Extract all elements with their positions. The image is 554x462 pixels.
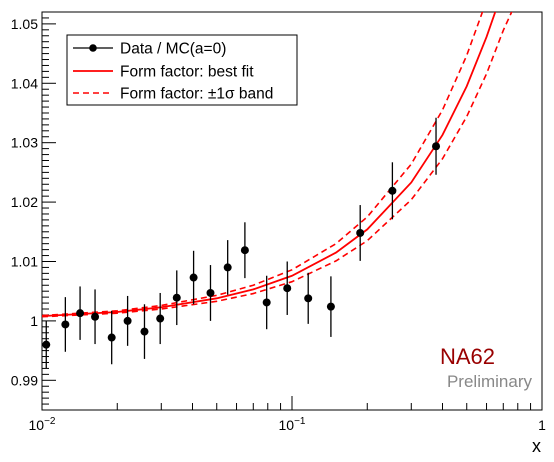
preliminary-label: Preliminary <box>447 372 533 391</box>
x-tick-label: 1 <box>538 417 546 433</box>
data-point <box>283 261 292 315</box>
data-marker <box>76 309 85 318</box>
y-tick-label: 1.01 <box>11 253 38 269</box>
plot-area <box>42 12 513 369</box>
data-point <box>304 272 313 324</box>
y-tick-label: 1.03 <box>11 135 38 151</box>
data-marker <box>326 302 335 311</box>
data-point <box>206 265 215 321</box>
data-series <box>42 117 441 369</box>
data-marker <box>42 340 51 349</box>
data-point <box>240 222 249 279</box>
y-tick-label: 1.04 <box>11 75 38 91</box>
y-axis: 0.99 1 1.01 1.02 1.03 1.04 1.05 <box>11 11 56 411</box>
data-point <box>107 310 116 365</box>
legend: Data / MC(a=0) Form factor: best fit For… <box>66 34 298 106</box>
legend-label-data: Data / MC(a=0) <box>120 41 226 58</box>
y-tick-label: 1 <box>30 313 38 329</box>
data-point <box>432 117 441 175</box>
data-marker <box>432 142 441 151</box>
x-axis: 10−2 10−1 1 <box>29 396 546 433</box>
data-marker <box>206 288 215 297</box>
data-point <box>42 320 51 369</box>
data-marker <box>156 314 165 323</box>
data-point <box>388 162 397 220</box>
data-point <box>189 250 198 305</box>
data-point <box>326 276 335 337</box>
data-marker <box>91 312 100 321</box>
data-point <box>91 289 100 345</box>
x-axis-label: x <box>532 436 541 456</box>
best-fit-curve <box>42 12 497 318</box>
data-marker <box>189 273 198 282</box>
y-tick-label: 0.99 <box>11 372 38 388</box>
data-point <box>262 275 271 330</box>
x-tick-label: 10−2 <box>29 416 56 433</box>
data-marker <box>388 186 397 195</box>
data-marker <box>283 284 292 293</box>
data-point <box>123 295 132 346</box>
data-marker <box>140 327 149 336</box>
legend-label-band: Form factor: ±1σ band <box>120 86 273 103</box>
data-marker <box>172 293 181 302</box>
x-tick-label: 10−1 <box>279 416 306 433</box>
data-marker <box>356 228 365 237</box>
data-point <box>140 304 149 359</box>
experiment-label: NA62 <box>440 344 495 369</box>
legend-data-marker <box>89 44 97 52</box>
data-marker <box>304 294 313 303</box>
data-point <box>172 270 181 326</box>
data-point <box>76 286 85 340</box>
data-marker <box>223 263 232 272</box>
y-tick-label: 1.02 <box>11 194 38 210</box>
data-point <box>61 297 70 352</box>
data-point <box>356 205 365 261</box>
data-marker <box>107 333 116 342</box>
y-tick-label: 1.05 <box>11 16 38 32</box>
data-point <box>223 240 232 295</box>
data-point <box>156 292 165 345</box>
data-marker <box>123 316 132 325</box>
legend-label-fit: Form factor: best fit <box>120 64 254 81</box>
data-marker <box>240 246 249 255</box>
data-marker <box>262 298 271 307</box>
data-marker <box>61 320 70 329</box>
